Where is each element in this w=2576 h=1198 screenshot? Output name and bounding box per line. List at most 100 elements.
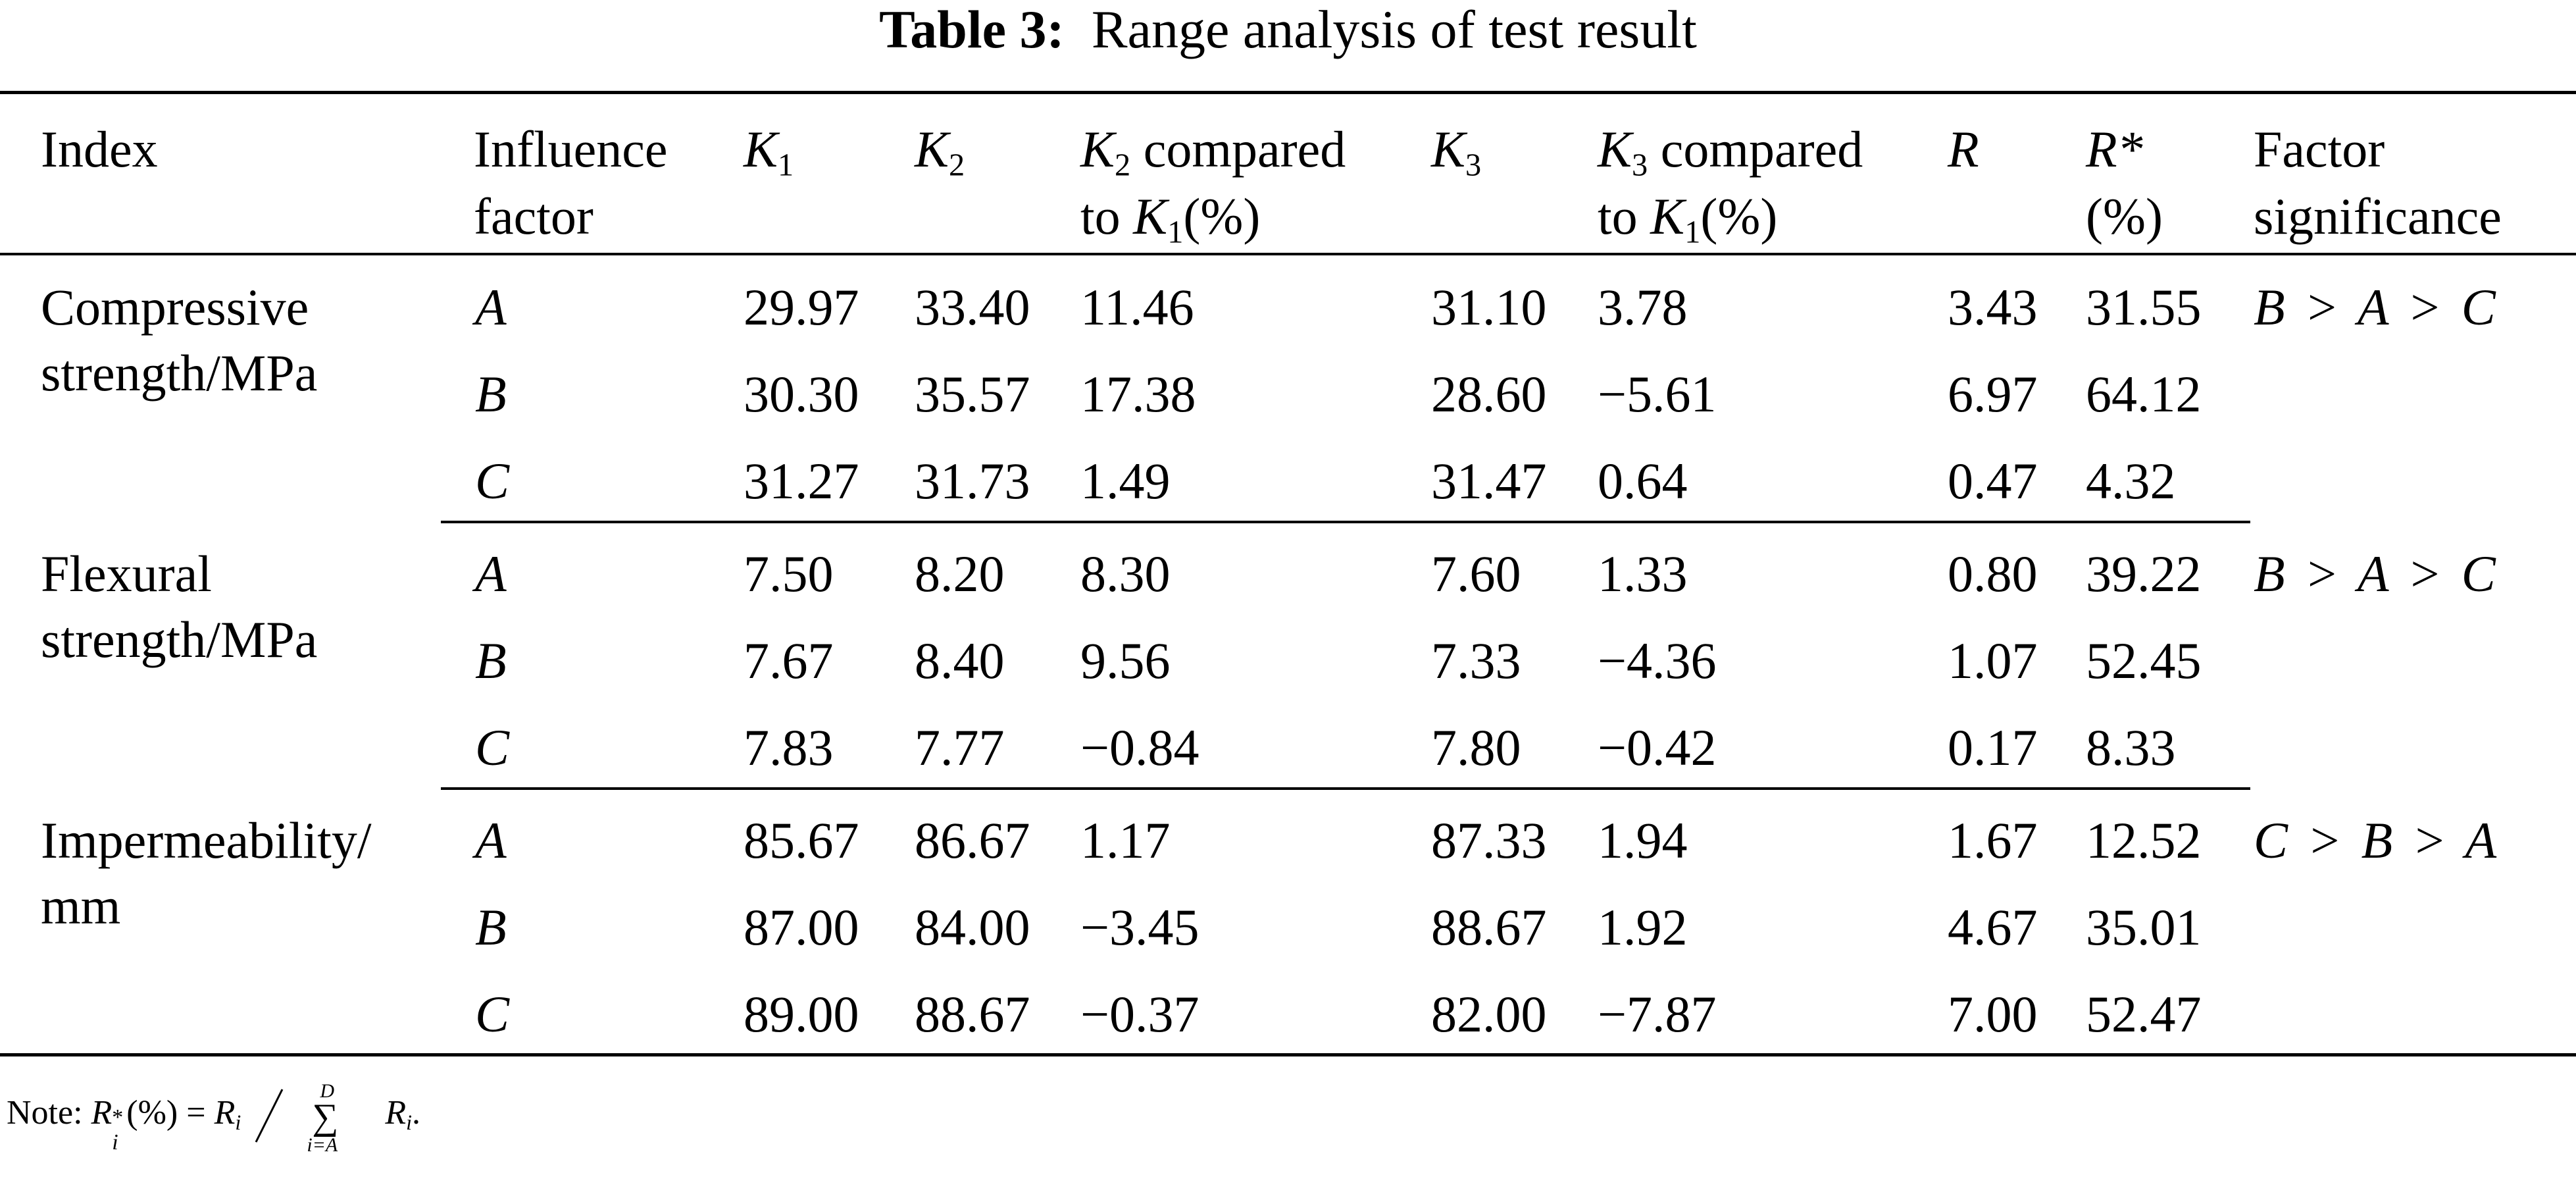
cell-k2: 31.73 — [915, 452, 1030, 509]
top-rule — [0, 91, 2576, 94]
cell-k3-compared: −5.61 — [1598, 365, 1717, 423]
note-lhs-sub: i — [112, 1130, 118, 1155]
cell-rstar: 39.22 — [2086, 545, 2202, 602]
header-k1: K1 — [744, 124, 794, 182]
note-rhs-sub: i — [235, 1110, 241, 1134]
header-k2-var: K — [915, 120, 949, 178]
group-divider-1 — [441, 521, 2250, 523]
header-k2-sub: 2 — [949, 147, 965, 183]
header-rstar-var: R* — [2086, 120, 2143, 178]
cell-k1: 30.30 — [744, 365, 859, 423]
header-k1-sub: 1 — [778, 147, 794, 183]
header-k3-compared-text: compared — [1660, 120, 1863, 178]
note-sum-sub: i — [406, 1110, 413, 1134]
cell-r: 1.67 — [1948, 812, 2038, 869]
note-rhs-var: R — [214, 1093, 236, 1132]
cell-k2-compared: 8.30 — [1080, 545, 1171, 602]
cell-factor: B — [475, 898, 507, 956]
header-k2: K2 — [915, 124, 965, 182]
cell-k2: 33.40 — [915, 278, 1030, 336]
header-k3-compared-line2: to K1(%) — [1598, 188, 1778, 249]
cell-index-line1: Impermeability/ — [41, 812, 372, 869]
note-lhs-sup: * — [112, 1105, 124, 1130]
note-slash — [255, 1089, 284, 1143]
header-k2-compared-to: to — [1080, 188, 1134, 245]
header-k3-compared-percent: (%) — [1700, 188, 1778, 245]
cell-rstar: 4.32 — [2086, 452, 2176, 509]
cell-k3: 31.10 — [1431, 278, 1547, 336]
cell-factor: B — [475, 632, 507, 689]
header-factor-significance-line2: significance — [2254, 188, 2502, 245]
cell-factor: A — [475, 812, 507, 869]
header-k3-sub: 3 — [1465, 147, 1482, 183]
header-k2-compared-line2: to K1(%) — [1080, 188, 1261, 249]
note-lhs-paren: (%) — [126, 1093, 178, 1132]
header-k3-compared-k1-sub: 1 — [1684, 215, 1701, 250]
cell-index-line2: strength/MPa — [41, 344, 318, 402]
cell-k1: 7.67 — [744, 632, 834, 689]
header-k2-compared-k1-sub: 1 — [1167, 215, 1184, 250]
cell-rstar: 35.01 — [2086, 898, 2202, 956]
cell-k2: 86.67 — [915, 812, 1030, 869]
cell-k3-compared: 1.33 — [1598, 545, 1688, 602]
cell-k2-compared: −0.37 — [1080, 985, 1200, 1043]
header-k3-var: K — [1431, 120, 1466, 178]
cell-rstar: 52.47 — [2086, 985, 2202, 1043]
header-k2-compared-percent: (%) — [1183, 188, 1261, 245]
header-k2-compared-text: compared — [1143, 120, 1346, 178]
cell-k3: 7.80 — [1431, 719, 1521, 776]
cell-r: 3.43 — [1948, 278, 2038, 336]
cell-k1: 31.27 — [744, 452, 859, 509]
header-influence-line1: Influence — [474, 120, 668, 178]
cell-r: 0.17 — [1948, 719, 2038, 776]
cell-k1: 7.50 — [744, 545, 834, 602]
table-note: Note: R * i (%) = Ri D ∑ i=A Ri. — [7, 1081, 420, 1155]
cell-k3-compared: 0.64 — [1598, 452, 1688, 509]
cell-k2: 35.57 — [915, 365, 1030, 423]
cell-k3-compared: −7.87 — [1598, 985, 1717, 1043]
header-k2-compared-line1: K2 compared — [1080, 124, 1346, 182]
header-index: Index — [41, 120, 158, 178]
cell-r: 7.00 — [1948, 985, 2038, 1043]
cell-rstar: 64.12 — [2086, 365, 2202, 423]
cell-factor: C — [475, 719, 510, 776]
cell-rstar: 8.33 — [2086, 719, 2176, 776]
header-k1-var: K — [744, 120, 778, 178]
cell-r: 0.47 — [1948, 452, 2038, 509]
cell-r: 0.80 — [1948, 545, 2038, 602]
cell-k2-compared: 9.56 — [1080, 632, 1171, 689]
header-k3-compared-var: K — [1598, 120, 1632, 178]
header-rstar-line1: R* — [2086, 124, 2143, 175]
cell-factor-significance: C > B > A — [2254, 812, 2497, 869]
cell-factor: C — [475, 985, 510, 1043]
cell-k1: 89.00 — [744, 985, 859, 1043]
note-sum-top: D — [320, 1080, 334, 1102]
header-rule — [0, 253, 2576, 255]
header-k3-compared-to: to — [1598, 188, 1651, 245]
header-factor-significance-line1: Factor — [2254, 120, 2385, 178]
note-sum-symbol: ∑ — [312, 1097, 339, 1137]
cell-k3: 87.33 — [1431, 812, 1547, 869]
group-divider-2 — [441, 787, 2250, 790]
cell-factor-significance: B > A > C — [2254, 278, 2496, 336]
cell-k2-compared: −0.84 — [1080, 719, 1200, 776]
note-sum-var: R — [385, 1093, 407, 1132]
header-k2-compared-sub: 2 — [1115, 147, 1131, 183]
cell-factor-significance: B > A > C — [2254, 545, 2496, 602]
cell-k1: 85.67 — [744, 812, 859, 869]
cell-factor: A — [475, 278, 507, 336]
cell-k3: 7.33 — [1431, 632, 1521, 689]
header-k2-compared-k1-var: K — [1133, 188, 1168, 245]
cell-k3-compared: 1.94 — [1598, 812, 1688, 869]
cell-k3: 31.47 — [1431, 452, 1547, 509]
cell-rstar: 12.52 — [2086, 812, 2202, 869]
cell-k2: 8.20 — [915, 545, 1005, 602]
bottom-rule — [0, 1053, 2576, 1056]
note-sum: D ∑ i=A — [297, 1081, 376, 1155]
header-k3-compared-line1: K3 compared — [1598, 124, 1863, 182]
cell-k2-compared: 1.17 — [1080, 812, 1171, 869]
cell-r: 4.67 — [1948, 898, 2038, 956]
cell-k3-compared: 3.78 — [1598, 278, 1688, 336]
cell-k2-compared: 17.38 — [1080, 365, 1196, 423]
note-label: Note: — [7, 1093, 83, 1132]
